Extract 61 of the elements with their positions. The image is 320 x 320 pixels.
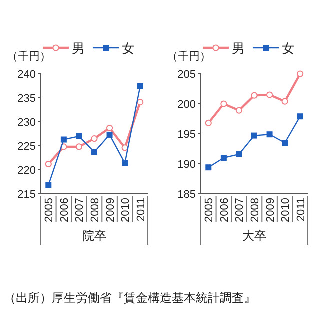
point [92, 149, 98, 156]
x-tick-label: 2011 [295, 198, 308, 222]
y-tick-label: 220 [18, 165, 36, 177]
legend-label: 男 [232, 41, 245, 56]
point [45, 160, 52, 168]
x-tick-label: 2011 [135, 198, 148, 222]
point [91, 136, 98, 142]
x-axis-title: 大卒 [242, 229, 266, 243]
point [76, 133, 82, 140]
point [252, 132, 258, 139]
x-tick-label: 2006 [58, 198, 71, 222]
x-tick-label: 2006 [218, 198, 231, 222]
point [236, 151, 242, 158]
x-tick-label: 2007 [234, 198, 246, 222]
y-tick-label: 205 [178, 69, 196, 81]
legend-label: 男 [72, 41, 85, 56]
x-tick-label: 2008 [250, 198, 262, 222]
point [106, 132, 113, 138]
point [297, 70, 304, 78]
y-axis-title: （千円） [7, 50, 51, 63]
point [297, 114, 304, 120]
point [60, 136, 67, 143]
x-tick-label: 2010 [280, 198, 292, 222]
y-tick-label: 195 [178, 129, 196, 141]
point [206, 164, 212, 171]
point [205, 120, 212, 126]
point [266, 132, 273, 138]
y-tick-label: 235 [18, 93, 36, 105]
point [266, 92, 274, 98]
point [106, 124, 114, 132]
y-tick-label: 240 [18, 69, 36, 81]
x-tick-label: 2005 [204, 198, 216, 222]
x-tick-label: 2005 [44, 198, 56, 222]
text: （出所）厚生労働省『賃金構造基本統計調査』 [4, 291, 256, 305]
legend-label: 女 [122, 41, 135, 56]
y-tick-label: 230 [18, 117, 36, 129]
y-tick-label: 215 [18, 189, 36, 201]
point [251, 92, 258, 99]
point [282, 98, 288, 105]
point [46, 182, 52, 188]
x-tick-label: 2009 [264, 198, 277, 222]
y-tick-label: 190 [178, 159, 196, 171]
x-tick-label: 2007 [74, 198, 86, 222]
point [137, 83, 144, 90]
point [122, 160, 128, 166]
point [76, 144, 83, 150]
point [236, 107, 243, 114]
x-tick-label: 2010 [120, 198, 132, 222]
y-tick-label: 200 [178, 99, 196, 111]
point [122, 144, 128, 152]
point [282, 140, 288, 146]
y-axis-title: （千円） [167, 50, 211, 63]
y-tick-label: 185 [178, 189, 196, 201]
x-tick-label: 2009 [104, 198, 117, 222]
x-axis-title: 院卒 [82, 229, 106, 243]
legend-label: 女 [282, 41, 295, 56]
y-tick-label: 225 [18, 141, 36, 153]
point [220, 100, 228, 108]
x-tick-label: 2008 [90, 198, 102, 222]
point [220, 155, 227, 161]
point [137, 99, 144, 106]
